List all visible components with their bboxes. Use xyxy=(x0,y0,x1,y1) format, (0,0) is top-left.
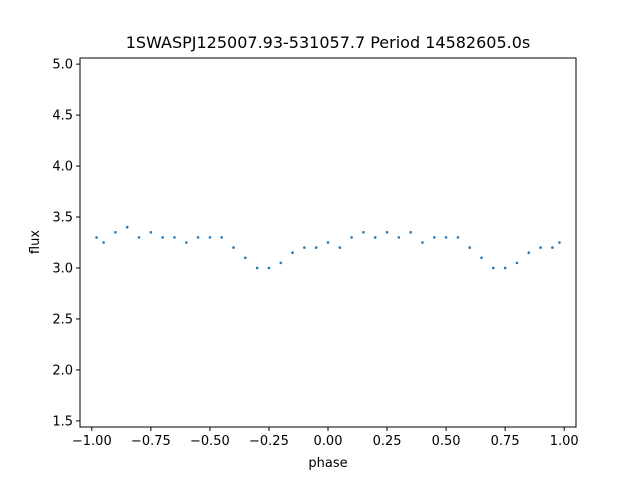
data-point xyxy=(267,266,271,270)
data-point xyxy=(232,246,235,249)
data-point xyxy=(208,236,212,239)
data-point xyxy=(492,266,495,270)
x-tick-label: 0.00 xyxy=(314,434,343,449)
y-tick-label: 5.0 xyxy=(52,58,73,73)
data-point xyxy=(184,241,188,244)
data-point xyxy=(385,231,389,234)
x-tick-label: −0.75 xyxy=(131,434,171,449)
data-point xyxy=(303,246,306,249)
chart-title: 1SWASPJ125007.93-531057.7 Period 1458260… xyxy=(126,33,531,52)
y-tick-label: 4.0 xyxy=(52,160,73,175)
y-axis-label: flux xyxy=(28,230,43,254)
data-point xyxy=(125,225,129,229)
data-point xyxy=(409,231,412,234)
data-point xyxy=(161,236,164,239)
x-tick-label: 0.25 xyxy=(373,434,402,449)
data-point xyxy=(503,266,507,270)
data-point xyxy=(314,246,318,249)
data-point xyxy=(456,236,460,239)
data-point xyxy=(244,256,247,260)
y-axis-ticks: 1.5 2.0 2.5 3.0 3.5 4.0 4.5 5.0 xyxy=(52,58,80,429)
data-point xyxy=(326,241,330,244)
data-point xyxy=(350,236,353,239)
data-point xyxy=(558,241,561,244)
data-point xyxy=(527,251,531,254)
data-point xyxy=(149,231,153,234)
data-point xyxy=(373,236,377,239)
data-point xyxy=(338,246,342,249)
data-point xyxy=(539,246,542,249)
data-points xyxy=(95,225,561,270)
y-tick-label: 3.5 xyxy=(52,211,73,226)
x-tick-label: −1.00 xyxy=(72,434,112,449)
data-point xyxy=(444,236,448,239)
x-tick-label: −0.25 xyxy=(249,434,289,449)
y-tick-label: 1.5 xyxy=(52,414,73,429)
data-point xyxy=(515,261,519,265)
y-tick-label: 4.5 xyxy=(52,109,73,124)
data-point xyxy=(220,236,224,239)
data-point xyxy=(102,241,105,244)
data-point xyxy=(291,251,294,254)
x-tick-label: −0.50 xyxy=(190,434,230,449)
y-tick-label: 2.5 xyxy=(52,312,73,327)
data-point xyxy=(137,236,141,239)
data-point xyxy=(196,236,200,239)
data-point xyxy=(114,231,117,234)
x-axis-ticks: −1.00 −0.75 −0.50 −0.25 0.00 0.25 0.50 0.75 1.00 xyxy=(72,427,579,449)
data-point xyxy=(421,241,424,244)
data-point xyxy=(362,231,365,234)
data-point xyxy=(279,261,283,265)
x-tick-label: 0.75 xyxy=(491,434,520,449)
data-point xyxy=(397,236,401,239)
data-point xyxy=(551,246,554,249)
data-point xyxy=(468,246,472,249)
x-axis-label: phase xyxy=(308,456,347,471)
data-point xyxy=(480,256,483,260)
data-point xyxy=(432,236,436,239)
y-tick-label: 2.0 xyxy=(52,363,73,378)
data-point xyxy=(173,236,176,239)
x-tick-label: 0.50 xyxy=(432,434,461,449)
data-point xyxy=(255,266,259,270)
y-tick-label: 3.0 xyxy=(52,261,73,276)
data-point xyxy=(95,236,98,239)
x-tick-label: 1.00 xyxy=(550,434,579,449)
